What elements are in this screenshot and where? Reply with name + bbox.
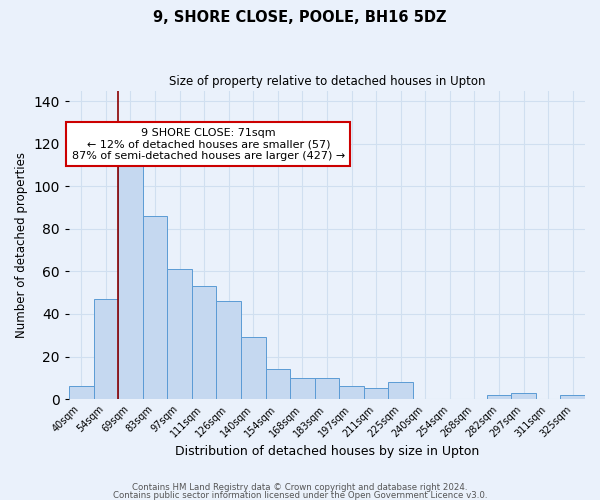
Bar	[314, 378, 339, 399]
Y-axis label: Number of detached properties: Number of detached properties	[15, 152, 28, 338]
Bar	[143, 216, 167, 399]
Bar	[364, 388, 388, 399]
Bar	[266, 370, 290, 399]
Bar	[167, 270, 192, 399]
Bar	[217, 301, 241, 399]
Text: 9 SHORE CLOSE: 71sqm
← 12% of detached houses are smaller (57)
87% of semi-detac: 9 SHORE CLOSE: 71sqm ← 12% of detached h…	[71, 128, 345, 161]
Bar	[118, 165, 143, 399]
Bar	[192, 286, 217, 399]
Bar	[487, 395, 511, 399]
Bar	[290, 378, 314, 399]
Bar	[69, 386, 94, 399]
X-axis label: Distribution of detached houses by size in Upton: Distribution of detached houses by size …	[175, 444, 479, 458]
Bar	[339, 386, 364, 399]
Bar	[560, 395, 585, 399]
Text: 9, SHORE CLOSE, POOLE, BH16 5DZ: 9, SHORE CLOSE, POOLE, BH16 5DZ	[153, 10, 447, 25]
Bar	[511, 392, 536, 399]
Bar	[241, 338, 266, 399]
Bar	[388, 382, 413, 399]
Text: Contains HM Land Registry data © Crown copyright and database right 2024.: Contains HM Land Registry data © Crown c…	[132, 484, 468, 492]
Title: Size of property relative to detached houses in Upton: Size of property relative to detached ho…	[169, 75, 485, 88]
Text: Contains public sector information licensed under the Open Government Licence v3: Contains public sector information licen…	[113, 491, 487, 500]
Bar	[94, 299, 118, 399]
